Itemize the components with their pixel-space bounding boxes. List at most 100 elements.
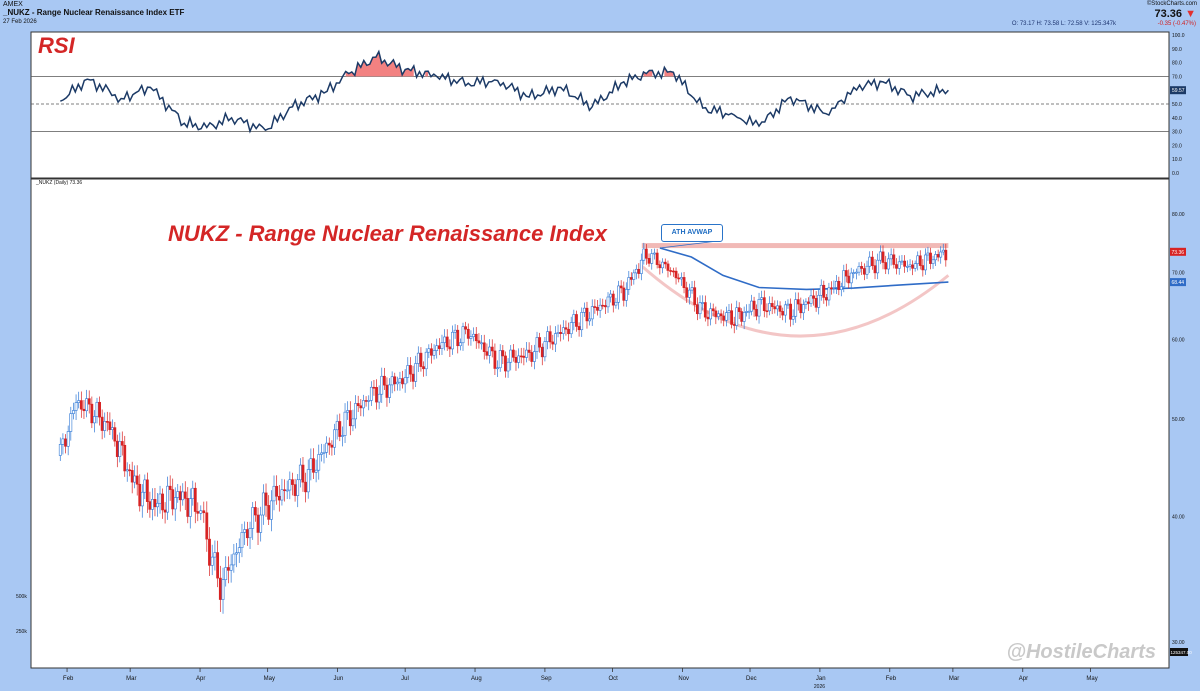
month-label: Mar: [949, 676, 959, 682]
month-label: Aug: [471, 676, 482, 682]
candle-body: [873, 265, 877, 274]
candle-body: [653, 252, 656, 255]
candle-body: [72, 410, 75, 414]
candle-body: [913, 263, 917, 269]
candle-body: [752, 300, 756, 310]
candle-body: [934, 254, 938, 261]
candle-body: [540, 346, 544, 358]
candle-body: [504, 355, 507, 372]
candle-body: [85, 398, 88, 412]
volume-tick-label: 250k: [16, 629, 27, 635]
candle-body: [480, 342, 483, 345]
candle-body: [703, 302, 707, 318]
rsi-value-tag: [1170, 86, 1186, 95]
candle-body: [103, 421, 107, 431]
candle-body: [416, 352, 420, 364]
candle-body: [171, 489, 175, 510]
candle-body: [695, 304, 699, 315]
candle-body: [582, 307, 586, 313]
candle-body: [865, 265, 869, 275]
candle-body: [757, 299, 761, 317]
candle-body: [202, 510, 206, 514]
candle-body: [393, 376, 397, 385]
month-label: Apr: [1019, 676, 1028, 682]
candle-body: [333, 429, 336, 448]
candle-body: [293, 484, 297, 496]
last-price-tag: 73.36: [1172, 250, 1185, 256]
year-label: 2026: [814, 684, 825, 690]
candle-body: [747, 310, 751, 313]
candle-body: [677, 277, 681, 280]
candle-body: [346, 410, 350, 413]
candle-body: [824, 297, 828, 301]
candle-body: [590, 306, 594, 320]
candle-body: [178, 491, 182, 501]
candle-body: [832, 287, 836, 289]
month-label: Oct: [609, 676, 619, 682]
candle-body: [377, 393, 381, 403]
month-label: Sep: [541, 676, 552, 682]
symbol-title: _NUKZ - Range Nuclear Renaissance Index …: [3, 8, 185, 17]
candle-body: [213, 552, 217, 558]
candle-body: [878, 251, 882, 261]
candle-body: [296, 479, 300, 496]
candle-body: [312, 458, 315, 473]
candle-body: [706, 316, 710, 320]
candle-body: [611, 293, 615, 306]
candle-body: [482, 342, 486, 352]
candle-body: [814, 298, 818, 308]
candle-body: [572, 314, 576, 323]
candle-body: [650, 253, 654, 264]
candle-body: [506, 361, 510, 372]
x-axis: Feb Mar Apr May Jun Jul Aug Sep Oct Nov Dec Jan Feb M…: [63, 668, 1098, 690]
candle-body: [786, 303, 790, 306]
candle-body: [745, 311, 749, 313]
candle-body: [622, 287, 626, 301]
rsi-series: 59.57: [60, 49, 1186, 134]
candle-body: [409, 365, 412, 375]
candle-body: [173, 497, 177, 510]
candle-body: [561, 327, 565, 334]
candle-body: [606, 296, 610, 308]
rsi-overbought-fill: [425, 71, 429, 77]
candle-body: [186, 498, 190, 517]
candle-body: [445, 336, 449, 348]
candlestick-series: 73.36 68.44: [58, 242, 1186, 614]
candle-body: [735, 307, 739, 326]
candle-body: [406, 365, 410, 378]
candle-body: [309, 458, 313, 470]
rsi-value-label: 59.57: [1172, 88, 1185, 94]
candle-body: [163, 509, 167, 513]
candle-body: [451, 331, 454, 350]
candle-body: [911, 264, 915, 269]
candle-body: [322, 451, 326, 454]
candle-body: [854, 271, 858, 274]
candle-body: [432, 350, 436, 356]
rsi-overbought-fill: [643, 70, 653, 77]
candle-body: [632, 272, 636, 280]
candle-body: [272, 485, 276, 502]
avwap-annotation: ATH AVWAP: [661, 224, 723, 242]
candle-body: [629, 277, 633, 280]
candle-body: [188, 498, 192, 517]
candle-body: [819, 284, 823, 296]
candle-body: [727, 310, 731, 313]
candle-body: [354, 403, 357, 420]
candle-body: [285, 489, 289, 492]
ohlc-readout: O: 73.17 H: 73.58 L: 72.58 V: 125.347k: [1011, 21, 1116, 27]
candle-body: [283, 489, 286, 491]
candle-body: [548, 331, 552, 343]
candle-body: [382, 375, 386, 386]
candle-body: [69, 413, 73, 432]
candle-body: [918, 255, 922, 266]
candle-body: [929, 252, 932, 264]
volume-axis: 500k 250k 125347.00: [16, 594, 1192, 656]
candle-body: [501, 350, 505, 357]
candle-body: [485, 351, 489, 356]
candle-body: [580, 312, 584, 331]
candle-body: [79, 400, 83, 410]
candle-body: [671, 270, 675, 273]
candle-body: [267, 505, 271, 520]
candle-body: [221, 579, 225, 600]
candle-body: [740, 311, 744, 322]
